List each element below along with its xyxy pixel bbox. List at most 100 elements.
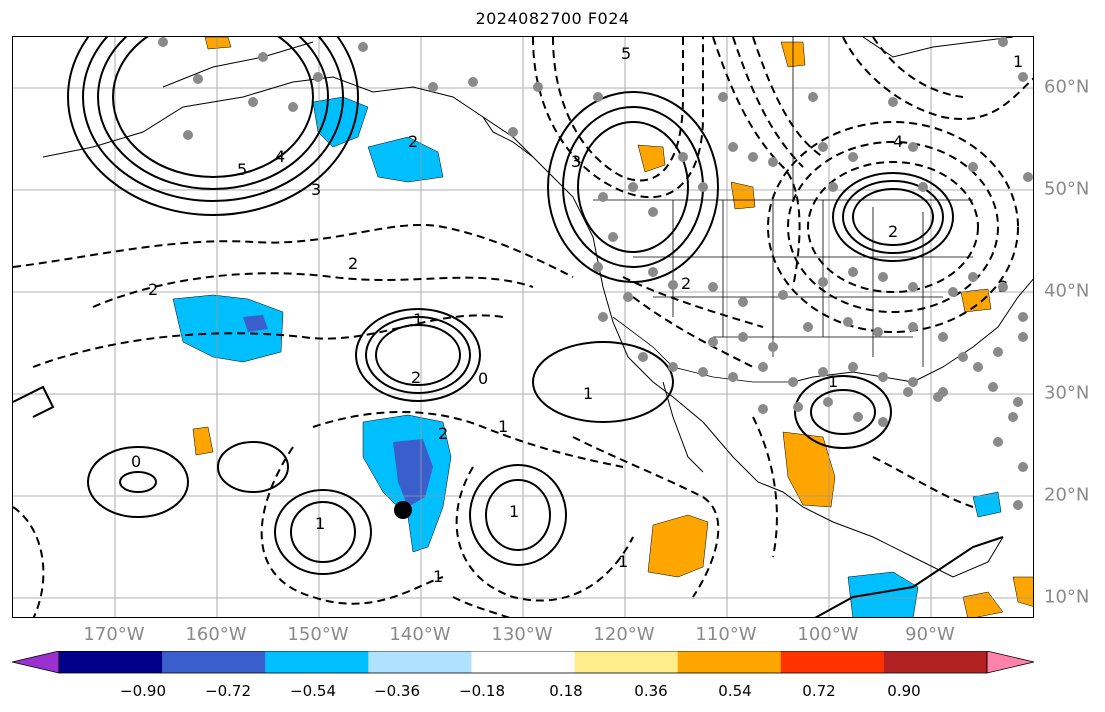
station-dot bbox=[903, 387, 913, 397]
blue-core-tropical bbox=[393, 439, 433, 507]
station-dot bbox=[248, 97, 258, 107]
station-dots bbox=[158, 37, 1033, 510]
station-dot bbox=[818, 367, 828, 377]
station-dot bbox=[768, 342, 778, 352]
contour-label: 1 bbox=[1013, 52, 1023, 71]
station-dot bbox=[468, 77, 478, 87]
station-dot bbox=[828, 182, 838, 192]
station-dot bbox=[193, 74, 203, 84]
station-dot bbox=[1023, 172, 1033, 182]
station-dot bbox=[708, 282, 718, 292]
station-dot bbox=[1013, 397, 1023, 407]
contour-label: 0 bbox=[131, 452, 141, 471]
station-dot bbox=[718, 92, 728, 102]
station-dot bbox=[648, 207, 658, 217]
station-dot bbox=[698, 367, 708, 377]
station-dot bbox=[678, 152, 688, 162]
station-dot bbox=[968, 162, 978, 172]
station-dot bbox=[938, 332, 948, 342]
map-canvas: 5 4 3 1 2 0 1 2 1 1 2 0 5 4 3 2 2 1 2 1 … bbox=[13, 37, 1033, 617]
station-dot bbox=[803, 322, 813, 332]
station-dot bbox=[158, 37, 168, 47]
station-dot bbox=[908, 282, 918, 292]
station-dot bbox=[593, 92, 603, 102]
lon-label: 90°W bbox=[905, 624, 955, 645]
contour-label: 4 bbox=[893, 132, 903, 151]
lon-label: 140°W bbox=[389, 624, 451, 645]
lon-label: 130°W bbox=[491, 624, 553, 645]
station-dot bbox=[593, 262, 603, 272]
contour-label: 2 bbox=[888, 222, 898, 241]
colorbar-segment bbox=[883, 651, 988, 673]
lat-label: 10°N bbox=[1044, 586, 1090, 608]
colorbar-segment bbox=[368, 651, 472, 673]
orange-anomaly-alaska bbox=[204, 37, 232, 50]
station-dot bbox=[428, 82, 438, 92]
station-dot bbox=[508, 127, 518, 137]
cyan-anomaly-gulf-alaska bbox=[367, 136, 444, 183]
station-dot bbox=[648, 267, 658, 277]
contour-label: 5 bbox=[237, 160, 247, 179]
station-dot bbox=[1018, 462, 1028, 472]
station-dot bbox=[183, 130, 193, 140]
station-dot bbox=[878, 372, 888, 382]
station-dot bbox=[768, 157, 778, 167]
contour-label: 2 bbox=[681, 274, 691, 293]
station-dot bbox=[758, 404, 768, 414]
contour-label: 2 bbox=[408, 132, 418, 151]
dashed-contours bbox=[13, 37, 1033, 617]
plot-title: 2024082700 F024 bbox=[475, 9, 630, 28]
colorbar bbox=[12, 651, 1035, 674]
lat-label: 60°N bbox=[1044, 76, 1090, 98]
station-dot bbox=[1018, 332, 1028, 342]
station-dot bbox=[1013, 500, 1023, 510]
contour-label: 0 bbox=[478, 369, 488, 388]
station-dot bbox=[818, 277, 828, 287]
colorbar-tick: −0.36 bbox=[374, 682, 420, 700]
station-dot bbox=[988, 382, 998, 392]
station-dot bbox=[958, 352, 968, 362]
orange-anomaly-plains bbox=[730, 181, 756, 210]
station-dot bbox=[738, 332, 748, 342]
colorbar-segment bbox=[574, 651, 679, 673]
station-dot bbox=[853, 412, 863, 422]
station-dot bbox=[878, 272, 888, 282]
station-dot bbox=[973, 362, 983, 372]
station-dot bbox=[1008, 412, 1018, 422]
station-dot bbox=[873, 327, 883, 337]
colorbar-frame bbox=[58, 651, 988, 674]
orange-anomaly-ep2 bbox=[962, 591, 1004, 617]
colorbar-segment bbox=[780, 651, 885, 673]
station-dot bbox=[848, 267, 858, 277]
station-dot bbox=[668, 362, 678, 372]
station-dot bbox=[288, 102, 298, 112]
colorbar-tick: 0.18 bbox=[549, 682, 583, 700]
contour-label: 2 bbox=[148, 280, 158, 299]
station-dot bbox=[908, 322, 918, 332]
lon-label: 160°W bbox=[185, 624, 247, 645]
colorbar-tick: 0.90 bbox=[887, 682, 921, 700]
contour-label: 1 bbox=[433, 567, 443, 586]
station-dot bbox=[1018, 72, 1028, 82]
station-dot bbox=[608, 232, 618, 242]
contour-label: 1 bbox=[509, 502, 519, 521]
colorbar-segment bbox=[677, 651, 782, 673]
station-dot bbox=[793, 402, 803, 412]
orange-anomaly-rockies bbox=[637, 144, 666, 173]
lat-label: 40°N bbox=[1044, 280, 1090, 302]
station-dot bbox=[1018, 312, 1028, 322]
station-dot bbox=[728, 142, 738, 152]
lat-label: 50°N bbox=[1044, 178, 1090, 200]
station-dot bbox=[758, 362, 768, 372]
colorbar-segment bbox=[265, 651, 369, 673]
station-dot bbox=[313, 72, 323, 82]
contour-label: 2 bbox=[348, 254, 358, 273]
station-dot bbox=[848, 152, 858, 162]
colorbar-segment bbox=[162, 651, 266, 673]
station-dot bbox=[628, 182, 638, 192]
station-dot bbox=[878, 417, 888, 427]
contour-label: 2 bbox=[411, 368, 421, 387]
orange-anomaly-atl bbox=[1012, 576, 1033, 607]
lat-label: 30°N bbox=[1044, 382, 1090, 404]
station-dot bbox=[998, 282, 1008, 292]
